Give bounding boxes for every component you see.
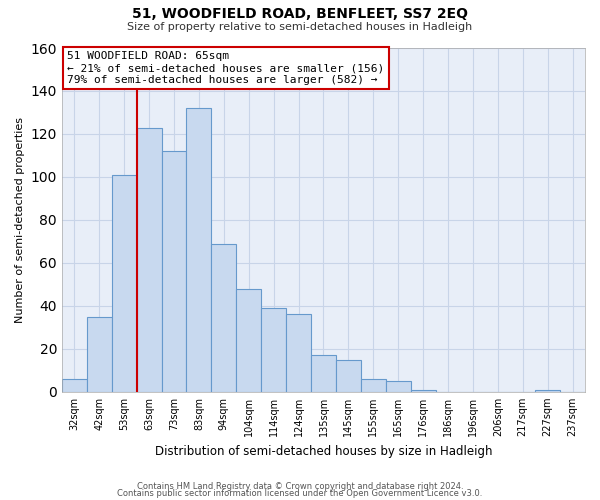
Bar: [311, 356, 336, 392]
Bar: [137, 128, 161, 392]
Bar: [286, 314, 311, 392]
Bar: [87, 316, 112, 392]
X-axis label: Distribution of semi-detached houses by size in Hadleigh: Distribution of semi-detached houses by …: [155, 444, 492, 458]
Text: Size of property relative to semi-detached houses in Hadleigh: Size of property relative to semi-detach…: [127, 22, 473, 32]
Text: 51, WOODFIELD ROAD, BENFLEET, SS7 2EQ: 51, WOODFIELD ROAD, BENFLEET, SS7 2EQ: [132, 8, 468, 22]
Text: Contains HM Land Registry data © Crown copyright and database right 2024.: Contains HM Land Registry data © Crown c…: [137, 482, 463, 491]
Bar: [535, 390, 560, 392]
Bar: [410, 390, 436, 392]
Bar: [211, 244, 236, 392]
Bar: [386, 381, 410, 392]
Bar: [261, 308, 286, 392]
Y-axis label: Number of semi-detached properties: Number of semi-detached properties: [15, 117, 25, 323]
Bar: [161, 151, 187, 392]
Bar: [187, 108, 211, 392]
Bar: [361, 379, 386, 392]
Bar: [236, 288, 261, 392]
Bar: [62, 379, 87, 392]
Text: Contains public sector information licensed under the Open Government Licence v3: Contains public sector information licen…: [118, 490, 482, 498]
Bar: [112, 175, 137, 392]
Text: 51 WOODFIELD ROAD: 65sqm
← 21% of semi-detached houses are smaller (156)
79% of : 51 WOODFIELD ROAD: 65sqm ← 21% of semi-d…: [67, 52, 385, 84]
Bar: [336, 360, 361, 392]
